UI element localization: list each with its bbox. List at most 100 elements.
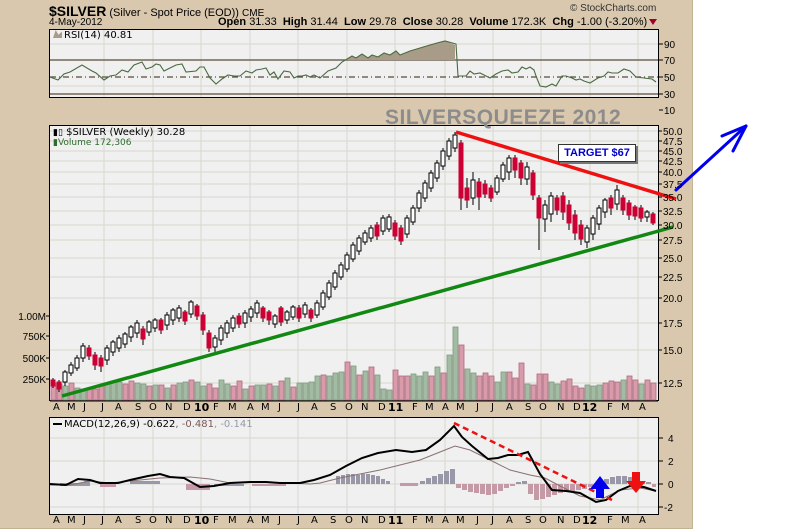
x-tick: J — [491, 402, 494, 413]
x-tick-year: 11 — [388, 401, 404, 414]
x-tick: S — [525, 402, 532, 413]
close-value: 30.28 — [435, 16, 464, 28]
rsi-legend: RSI(14) 40.81 — [53, 30, 133, 41]
quote-date: 4-May-2012 — [49, 17, 103, 28]
chart-title: $SILVER (Silver - Spot Price (EOD)) CME — [49, 3, 264, 19]
x-tick: A — [311, 515, 318, 526]
open-label: Open — [218, 16, 247, 28]
change-label: Chg — [552, 16, 574, 28]
x-tick: M — [621, 515, 630, 526]
x-tick: A — [115, 515, 122, 526]
x-tick: J — [278, 515, 281, 526]
x-tick: A — [639, 515, 646, 526]
rsi-label: RSI(14) 40.81 — [64, 30, 133, 41]
macd-line-icon — [53, 423, 62, 425]
x-tick: D — [183, 402, 191, 413]
target-annotation: TARGET $67 — [558, 144, 636, 162]
low-label: Low — [344, 16, 367, 28]
volume-legend: ▮Volume 172,306 — [53, 138, 132, 148]
open-value: 31.33 — [249, 16, 277, 28]
x-tick: N — [165, 402, 173, 413]
x-tick-year: 10 — [194, 514, 210, 527]
x-axis-bottom: A M J J A S O N D 10 F M A M J J A S O N… — [49, 514, 659, 528]
x-tick: J — [297, 515, 300, 526]
x-tick: S — [135, 515, 142, 526]
x-tick: F — [412, 402, 418, 413]
price-legend: ▮▯ $SILVER (Weekly) 30.28 — [53, 127, 185, 138]
volume-value: 172.3K — [511, 16, 547, 28]
x-tick-year: 11 — [388, 514, 404, 527]
x-tick: A — [53, 515, 60, 526]
x-tick: N — [361, 515, 369, 526]
x-tick: D — [378, 402, 386, 413]
x-tick: J — [101, 515, 104, 526]
x-tick: F — [213, 402, 219, 413]
x-tick: A — [247, 402, 254, 413]
x-tick: A — [639, 402, 646, 413]
ohlc-summary: Open 31.33 High 31.44 Low 29.78 Close 30… — [218, 16, 658, 28]
macd-value: MACD(12,26,9) -0.622 — [64, 419, 176, 430]
x-tick: D — [573, 402, 581, 413]
change-value: -1.00 (-3.20%) — [576, 16, 648, 28]
x-tick: M — [67, 515, 76, 526]
x-tick: A — [506, 515, 513, 526]
x-tick: F — [412, 515, 418, 526]
x-tick: A — [53, 402, 60, 413]
x-tick: N — [165, 515, 173, 526]
down-triangle-icon — [649, 19, 658, 26]
x-axis-middle: A M J J A S O N D 10 F M A M J J A S O N… — [49, 401, 659, 415]
x-tick: M — [456, 515, 465, 526]
x-tick: M — [425, 402, 434, 413]
x-tick: M — [67, 402, 76, 413]
volume-label: Volume — [469, 16, 509, 28]
exchange: CME — [242, 8, 265, 19]
low-value: 29.78 — [369, 16, 397, 28]
x-tick: J — [278, 402, 281, 413]
macd-panel — [49, 417, 659, 515]
x-tick: J — [83, 402, 86, 413]
x-tick: S — [135, 402, 142, 413]
macd-histogram-value: , -0.141 — [213, 419, 253, 430]
x-tick: M — [228, 515, 237, 526]
x-tick: M — [456, 402, 465, 413]
price-panel — [49, 125, 659, 401]
macd-legend: MACD(12,26,9) -0.622, -0.481, -0.141 — [53, 419, 253, 430]
x-tick: A — [442, 515, 449, 526]
x-tick: M — [425, 515, 434, 526]
x-tick: O — [539, 515, 547, 526]
x-tick: J — [297, 402, 300, 413]
symbol: $SILVER — [49, 3, 107, 19]
high-label: High — [282, 16, 308, 28]
x-tick: F — [607, 515, 613, 526]
x-tick: D — [573, 515, 581, 526]
rsi-icon — [53, 30, 62, 38]
rsi-panel — [49, 29, 659, 98]
x-tick: O — [539, 402, 547, 413]
x-tick: A — [115, 402, 122, 413]
x-tick: F — [213, 515, 219, 526]
x-tick-year: 12 — [582, 401, 598, 414]
watermark-title: SILVERSQUEEZE 2012 — [385, 106, 622, 129]
x-tick: A — [442, 402, 449, 413]
x-tick-year: 10 — [194, 401, 210, 414]
x-tick: S — [525, 515, 532, 526]
x-tick: M — [261, 402, 270, 413]
x-tick: N — [361, 402, 369, 413]
x-tick: N — [557, 515, 565, 526]
x-tick: N — [557, 402, 565, 413]
x-tick: F — [607, 402, 613, 413]
x-tick: D — [183, 515, 191, 526]
x-tick: A — [311, 402, 318, 413]
x-tick: O — [345, 402, 353, 413]
x-tick: J — [476, 515, 479, 526]
macd-signal-value: , -0.481 — [175, 419, 214, 430]
x-tick: O — [149, 402, 157, 413]
x-tick: J — [83, 515, 86, 526]
x-tick: A — [247, 515, 254, 526]
volume-label-text: Volume 172,306 — [57, 138, 132, 148]
x-tick: M — [621, 402, 630, 413]
symbol-description: (Silver - Spot Price (EOD)) — [109, 7, 239, 19]
volume-bar-icon: ▮ — [53, 138, 58, 148]
x-tick: O — [149, 515, 157, 526]
candlestick-icon: ▮▯ — [53, 128, 63, 138]
